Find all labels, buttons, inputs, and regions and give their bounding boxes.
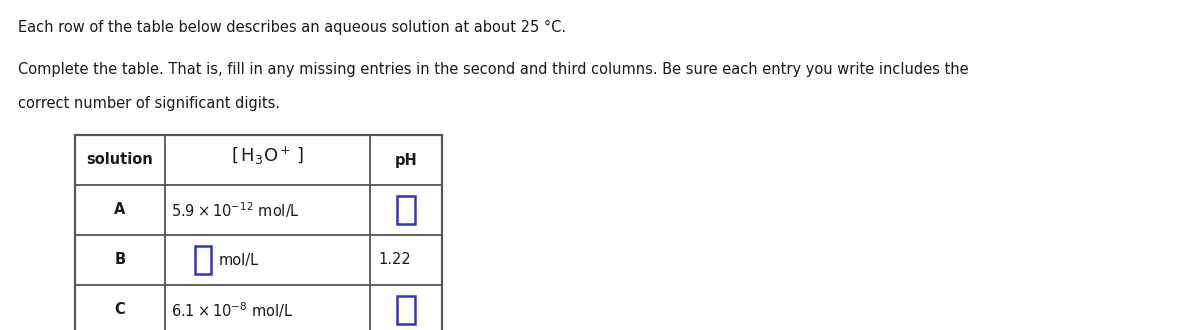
Text: B: B (114, 252, 126, 268)
Text: correct number of significant digits.: correct number of significant digits. (18, 96, 280, 111)
Text: 1.22: 1.22 (378, 252, 410, 268)
Text: $6.1 \times 10^{-8}\ \mathrm{mol/L}$: $6.1 \times 10^{-8}\ \mathrm{mol/L}$ (172, 300, 294, 320)
Text: Complete the table. That is, fill in any missing entries in the second and third: Complete the table. That is, fill in any… (18, 62, 968, 77)
Text: Each row of the table below describes an aqueous solution at about 25 °C.: Each row of the table below describes an… (18, 20, 566, 35)
Text: A: A (114, 203, 126, 217)
Text: $5.9 \times 10^{-12}\ \mathrm{mol/L}$: $5.9 \times 10^{-12}\ \mathrm{mol/L}$ (172, 200, 300, 220)
Bar (397, 296, 415, 324)
Bar (196, 246, 210, 274)
Text: pH: pH (395, 152, 418, 168)
Bar (397, 196, 415, 224)
Text: C: C (115, 303, 125, 317)
Text: solution: solution (86, 152, 154, 168)
Bar (74, 135, 442, 330)
Text: $\left[\,\mathrm{H_3O^+}\,\right]$: $\left[\,\mathrm{H_3O^+}\,\right]$ (232, 145, 304, 167)
Text: mol/L: mol/L (218, 252, 259, 268)
